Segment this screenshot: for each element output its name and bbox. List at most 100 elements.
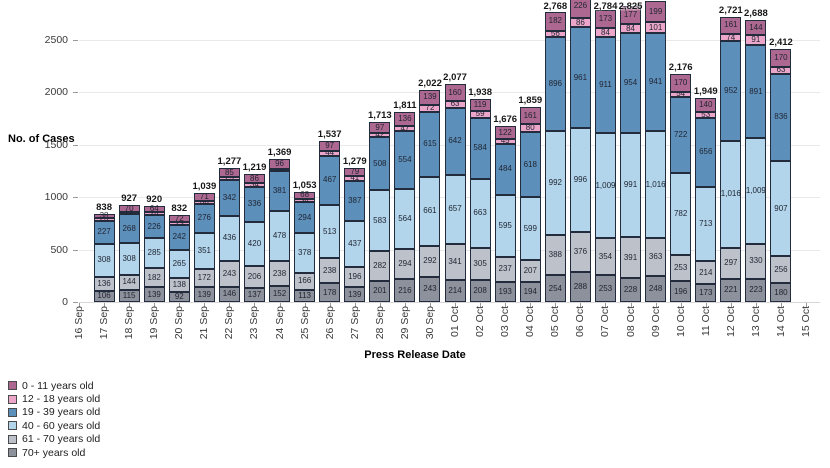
bar-segment[interactable]: [620, 5, 642, 25]
bar-segment[interactable]: [243, 183, 265, 187]
bar-segment[interactable]: [193, 232, 215, 270]
bar-segment[interactable]: [118, 204, 140, 213]
bar-segment[interactable]: [394, 279, 416, 302]
bar-segment[interactable]: [369, 280, 391, 302]
bar-segment[interactable]: [218, 215, 240, 262]
bar-segment[interactable]: [168, 214, 190, 223]
bar-segment[interactable]: [344, 266, 366, 288]
bar-segment[interactable]: [243, 266, 265, 288]
bar-segment[interactable]: [369, 132, 391, 138]
bar-segment[interactable]: [118, 289, 140, 302]
bar-segment[interactable]: [645, 1, 667, 23]
bar-segment[interactable]: [745, 44, 767, 139]
bar-segment[interactable]: [319, 151, 341, 156]
bar-segment[interactable]: [745, 138, 767, 245]
bar-segment[interactable]: [594, 275, 616, 302]
bar-segment[interactable]: [720, 247, 742, 279]
bar-segment[interactable]: [143, 205, 165, 213]
bar-segment[interactable]: [168, 292, 190, 302]
bar-segment[interactable]: [544, 36, 566, 131]
bar-segment[interactable]: [720, 41, 742, 142]
bar-segment[interactable]: [319, 283, 341, 302]
bar-segment[interactable]: [494, 281, 516, 302]
bar-segment[interactable]: [770, 49, 792, 68]
bar-segment[interactable]: [594, 238, 616, 276]
bar-segment[interactable]: [243, 174, 265, 184]
bar-segment[interactable]: [569, 27, 591, 129]
bar-segment[interactable]: [243, 222, 265, 267]
bar-segment[interactable]: [444, 101, 466, 108]
bar-segment[interactable]: [620, 237, 642, 279]
bar-segment[interactable]: [645, 237, 667, 276]
bar-segment[interactable]: [569, 232, 591, 272]
bar-segment[interactable]: [294, 272, 316, 291]
bar-segment[interactable]: [544, 234, 566, 276]
bar-segment[interactable]: [344, 167, 366, 177]
bar-segment[interactable]: [594, 10, 616, 29]
bar-segment[interactable]: [369, 137, 391, 191]
bar-segment[interactable]: [93, 220, 115, 245]
bar-segment[interactable]: [168, 224, 190, 251]
bar-segment[interactable]: [594, 37, 616, 133]
bar-segment[interactable]: [569, 0, 591, 19]
bar-segment[interactable]: [544, 11, 566, 31]
bar-segment[interactable]: [720, 278, 742, 302]
bar-segment[interactable]: [695, 112, 717, 118]
bar-segment[interactable]: [143, 238, 165, 269]
bar-segment[interactable]: [695, 283, 717, 302]
bar-segment[interactable]: [469, 111, 491, 118]
bar-segment[interactable]: [544, 30, 566, 37]
legend-item-12[interactable]: 12 - 18 years old: [8, 392, 100, 405]
bar-segment[interactable]: [394, 131, 416, 190]
bar-segment[interactable]: [469, 280, 491, 302]
bar-segment[interactable]: [118, 274, 140, 290]
bar-segment[interactable]: [645, 22, 667, 33]
legend-item-19[interactable]: 19 - 39 years old: [8, 406, 100, 419]
bar-segment[interactable]: [394, 112, 416, 127]
bar-segment[interactable]: [218, 286, 240, 302]
bar-segment[interactable]: [344, 176, 366, 181]
bar-segment[interactable]: [494, 256, 516, 282]
bar-segment[interactable]: [770, 161, 792, 257]
bar-segment[interactable]: [168, 250, 190, 278]
bar-segment[interactable]: [620, 133, 642, 238]
bar-segment[interactable]: [319, 258, 341, 284]
bar-segment[interactable]: [344, 221, 366, 267]
bar-segment[interactable]: [419, 90, 441, 105]
bar-segment[interactable]: [369, 122, 391, 133]
bar-segment[interactable]: [294, 202, 316, 234]
bar-segment[interactable]: [294, 290, 316, 302]
bar-segment[interactable]: [620, 278, 642, 302]
bar-segment[interactable]: [594, 28, 616, 38]
bar-segment[interactable]: [745, 244, 767, 279]
bar-segment[interactable]: [670, 254, 692, 282]
bar-segment[interactable]: [93, 214, 115, 219]
bar-segment[interactable]: [93, 218, 115, 221]
bar-segment[interactable]: [93, 276, 115, 291]
bar-segment[interactable]: [269, 286, 291, 302]
bar-segment[interactable]: [670, 97, 692, 173]
bar-segment[interactable]: [193, 203, 215, 233]
bar-segment[interactable]: [519, 197, 541, 260]
bar-segment[interactable]: [670, 73, 692, 92]
bar-segment[interactable]: [369, 251, 391, 281]
bar-segment[interactable]: [143, 212, 165, 215]
bar-segment[interactable]: [419, 104, 441, 113]
bar-segment[interactable]: [218, 261, 240, 287]
bar-segment[interactable]: [419, 112, 441, 177]
bar-segment[interactable]: [218, 177, 240, 180]
bar-segment[interactable]: [695, 97, 717, 113]
legend-item-40[interactable]: 40 - 60 years old: [8, 419, 100, 432]
bar-segment[interactable]: [695, 117, 717, 187]
bar-segment[interactable]: [344, 287, 366, 302]
bar-segment[interactable]: [720, 16, 742, 34]
bar-segment[interactable]: [319, 204, 341, 259]
bar-segment[interactable]: [620, 24, 642, 34]
legend-item-70+[interactable]: 70+ years old: [8, 446, 100, 459]
bar-segment[interactable]: [770, 67, 792, 74]
bar-segment[interactable]: [770, 73, 792, 162]
bar-segment[interactable]: [519, 107, 541, 125]
bar-segment[interactable]: [193, 200, 215, 204]
bar-segment[interactable]: [168, 277, 190, 293]
bar-segment[interactable]: [118, 212, 140, 215]
